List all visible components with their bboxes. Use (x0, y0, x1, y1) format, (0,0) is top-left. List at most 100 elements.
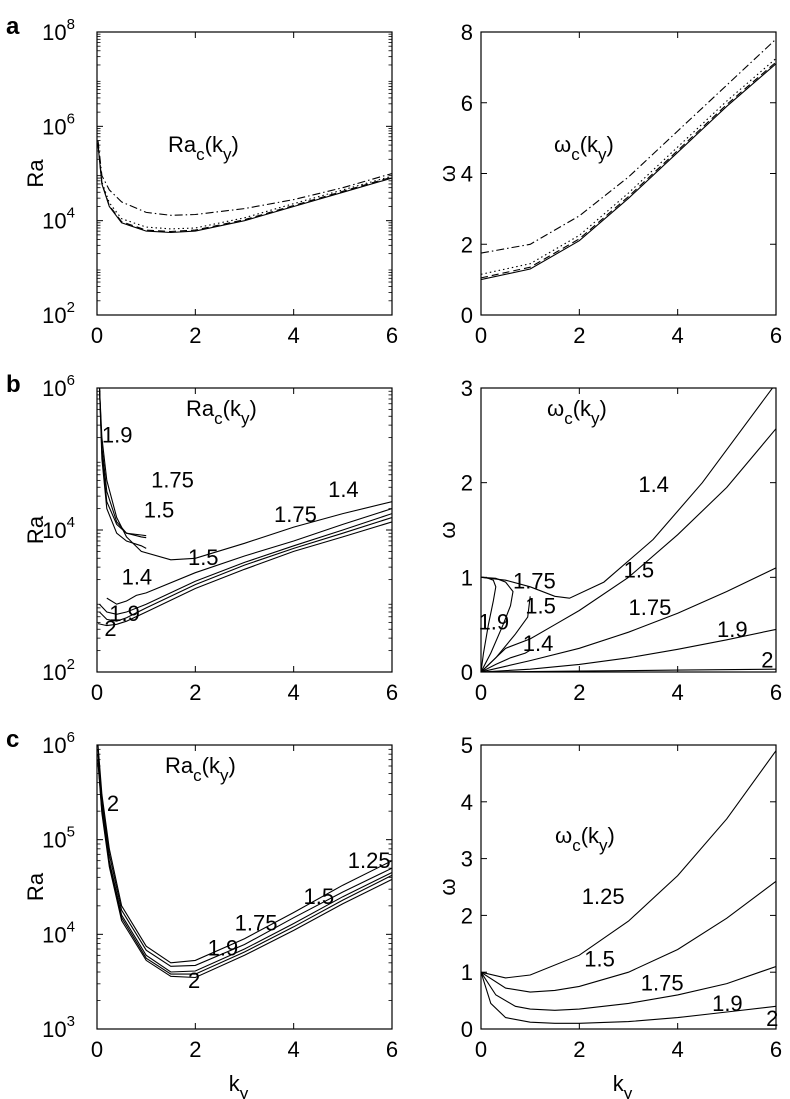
panel-a-left-annotation: Rac(ky) (168, 132, 239, 164)
panel-a-right-xtick-label: 4 (672, 323, 684, 348)
panel-b-right-series-1-5 (481, 428, 776, 672)
panel-a-right-ytick-label: 8 (461, 20, 473, 45)
panel-a-left-xtick-label: 2 (189, 323, 201, 348)
panel-b-right-series-1-5 (481, 596, 531, 672)
panel-a-left-frame (96, 31, 393, 316)
panel-b-right-curve-label: 1.9 (479, 609, 510, 634)
panel-a-left-xtick-label: 4 (288, 323, 300, 348)
panel-a-right-ytick-label: 6 (461, 91, 473, 116)
panel-c-right-frame (480, 744, 777, 1030)
panel-b-left-curve-label: 1.4 (122, 565, 153, 590)
panel-b-left-series-1-75 (99, 513, 392, 615)
panel-c-right-xtick-label: 2 (573, 1037, 585, 1062)
panel-c-right-series-1-75 (481, 965, 776, 1011)
panel-b-left-series-1-4 (106, 508, 392, 605)
panel-b-left-curve-label: 1.9 (109, 601, 140, 626)
panel-c-right-curve-label: 1.5 (584, 947, 615, 972)
panel-c-right-ylabel: ω (435, 878, 460, 895)
panel-c-right: 0 2 4 6 0 1 2 3 4 5 ω ky 1.25 1.5 1.75 1.9 2 ωc(ky) (435, 733, 782, 1099)
panel-c-left-series-1-25 (97, 745, 392, 964)
panel-c-left-frame (96, 744, 393, 1030)
panel-c-left-curve-label: 1.5 (304, 884, 335, 909)
panel-a-right-frame (480, 31, 777, 316)
panel-c-left-ytick-label: 105 (42, 824, 75, 853)
panel-c-left: 0 2 4 6 103 104 105 106 Ra ky 2 1.25 1.5 1.751.9 2 Rac(… (23, 729, 398, 1099)
panel-c-left-curve-label: 1.25 (348, 848, 391, 873)
panel-b-left-curve-label: 1.75 (274, 502, 317, 527)
panel-b-left-curve-label: 1.75 (151, 467, 194, 492)
panel-a-right-series-dashdot (481, 38, 776, 254)
panel-b-right-series-1-75 (481, 567, 776, 672)
panel-c-left-ytick-label: 104 (42, 918, 75, 947)
panel-tag-c: c (6, 726, 19, 753)
panel-a-right-ytick-label: 4 (461, 162, 473, 187)
panel-c-right-ytick-label: 1 (461, 960, 473, 985)
panel-a-left-ytick-label: 108 (42, 16, 75, 45)
panel-c-right-ytick-label: 0 (461, 1017, 473, 1042)
panel-a-right-series-dashed (481, 61, 776, 279)
panel-a-left-ylabel: Ra (23, 159, 48, 188)
panel-c-left-ytick-label: 106 (42, 729, 75, 758)
panel-b-left-xtick-label: 6 (386, 680, 398, 705)
panel-b-right-curve-label: 1.75 (513, 569, 556, 594)
panel-b-right-series-1-9 (481, 628, 776, 672)
panel-a-right-xtick-label: 0 (475, 323, 487, 348)
panel-b-right-curve-label: 1.4 (523, 631, 554, 656)
panel-c-right-ytick-label: 2 (461, 903, 473, 928)
panel-b-left-xtick-label: 4 (288, 680, 300, 705)
panel-c-left-series-2 (97, 762, 392, 979)
panel-b-left-series-2 (97, 521, 392, 627)
panel-b-right-curve-label: 1.5 (624, 557, 655, 582)
panel-c-left-curve-label: 1.75 (235, 910, 278, 935)
panel-b-left: 0 2 4 6102104106Ra1.91.751.51.51.41.921.751… (23, 372, 398, 705)
panel-c-left-xtick-label: 6 (386, 1037, 398, 1062)
panel-b-left-annotation: Rac(ky) (186, 396, 257, 428)
panel-b-left-xtick-label: 2 (189, 680, 201, 705)
panel-c-left-xlabel: ky (229, 1071, 249, 1099)
panel-b-right-series-1-4 (481, 649, 531, 672)
panel-c-left-curve-label: 2 (188, 968, 200, 993)
panel-a-right-ytick-label: 0 (461, 303, 473, 328)
panel-b-right-curve-label: 1.4 (638, 472, 669, 497)
panel-c-right-curve-label: 1.9 (712, 991, 743, 1016)
panel-a-left-series-dashed (97, 144, 392, 233)
panel-b-right-xtick-label: 4 (672, 680, 684, 705)
panel-b-left-series-1-75 (98, 388, 147, 537)
panel-b-left-curve-label: 1.9 (102, 423, 133, 448)
panel-c-right-xtick-label: 4 (672, 1037, 684, 1062)
panel-c-right-ytick-label: 3 (461, 847, 473, 872)
panel-c-right-series-1-9 (481, 972, 776, 1024)
panel-a-right-ylabel: ω (435, 165, 460, 182)
panel-tag-a: a (6, 13, 20, 40)
panel-b-left-curve-label: 1.5 (144, 497, 175, 522)
panel-c-left-xtick-label: 4 (288, 1037, 300, 1062)
panel-b-right-curve-label: 1.9 (717, 617, 748, 642)
panel-c-right-curve-label: 1.25 (582, 884, 625, 909)
panel-a-left-ytick-label: 104 (42, 205, 75, 234)
panel-c-left-series-1-5 (97, 749, 392, 967)
panel-b-left-series-1-4 (98, 388, 392, 561)
panel-c-left-ytick-label: 103 (42, 1013, 75, 1042)
panel-c-right-curve-label: 1.75 (641, 970, 684, 995)
panel-b-right-curve-label: 1.75 (629, 595, 672, 620)
panel-b-left-ytick-label: 102 (42, 656, 75, 685)
panel-a-left-xtick-label: 0 (91, 323, 103, 348)
panel-b-right-ytick-label: 3 (461, 376, 473, 401)
panel-b-right-curve-label: 1.5 (525, 593, 556, 618)
panel-b-left-curve-label: 1.5 (188, 545, 219, 570)
panel-c-right-xlabel: ky (613, 1071, 633, 1099)
panel-c-left-ylabel: Ra (23, 872, 48, 901)
panel-b-left-series-1-9 (99, 516, 392, 622)
panel-a-left-xtick-label: 6 (386, 323, 398, 348)
panel-a-right: 0 2 4 6 0 2 4 6 8 ω ωc(ky) (435, 20, 782, 348)
panel-b-right-ylabel: ω (435, 521, 460, 538)
panel-c-left-xtick-label: 2 (189, 1037, 201, 1062)
panel-c-right-xtick-label: 0 (475, 1037, 487, 1062)
panel-b-right-ytick-label: 0 (461, 660, 473, 685)
panel-b-right-xtick-label: 0 (475, 680, 487, 705)
panel-a-left-ytick-label: 102 (42, 299, 75, 328)
panel-a-left-series-dotted (97, 142, 392, 230)
panel-a-right-annotation: ωc(ky) (554, 132, 614, 164)
panel-a-left-series-dashdot (97, 140, 392, 216)
